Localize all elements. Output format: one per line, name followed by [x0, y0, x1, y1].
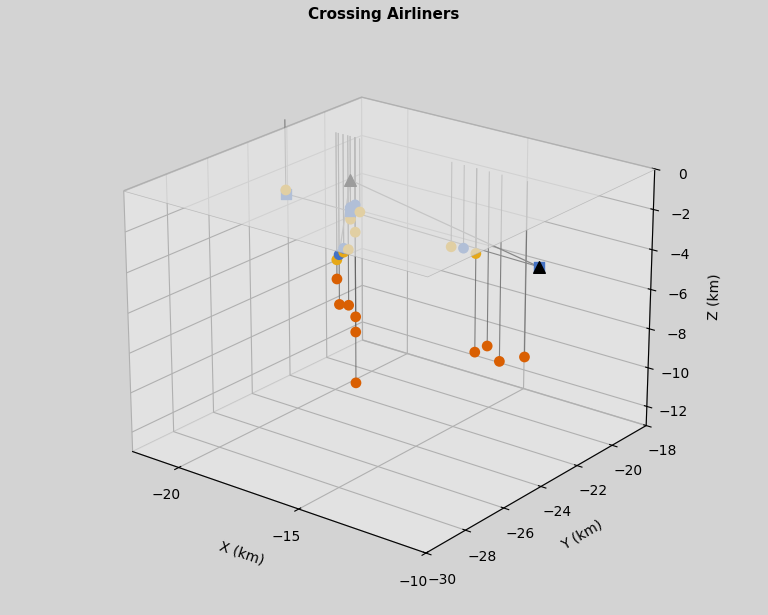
- X-axis label: X (km): X (km): [217, 539, 266, 567]
- Title: Crossing Airliners: Crossing Airliners: [308, 7, 460, 22]
- Y-axis label: Y (km): Y (km): [558, 517, 605, 552]
